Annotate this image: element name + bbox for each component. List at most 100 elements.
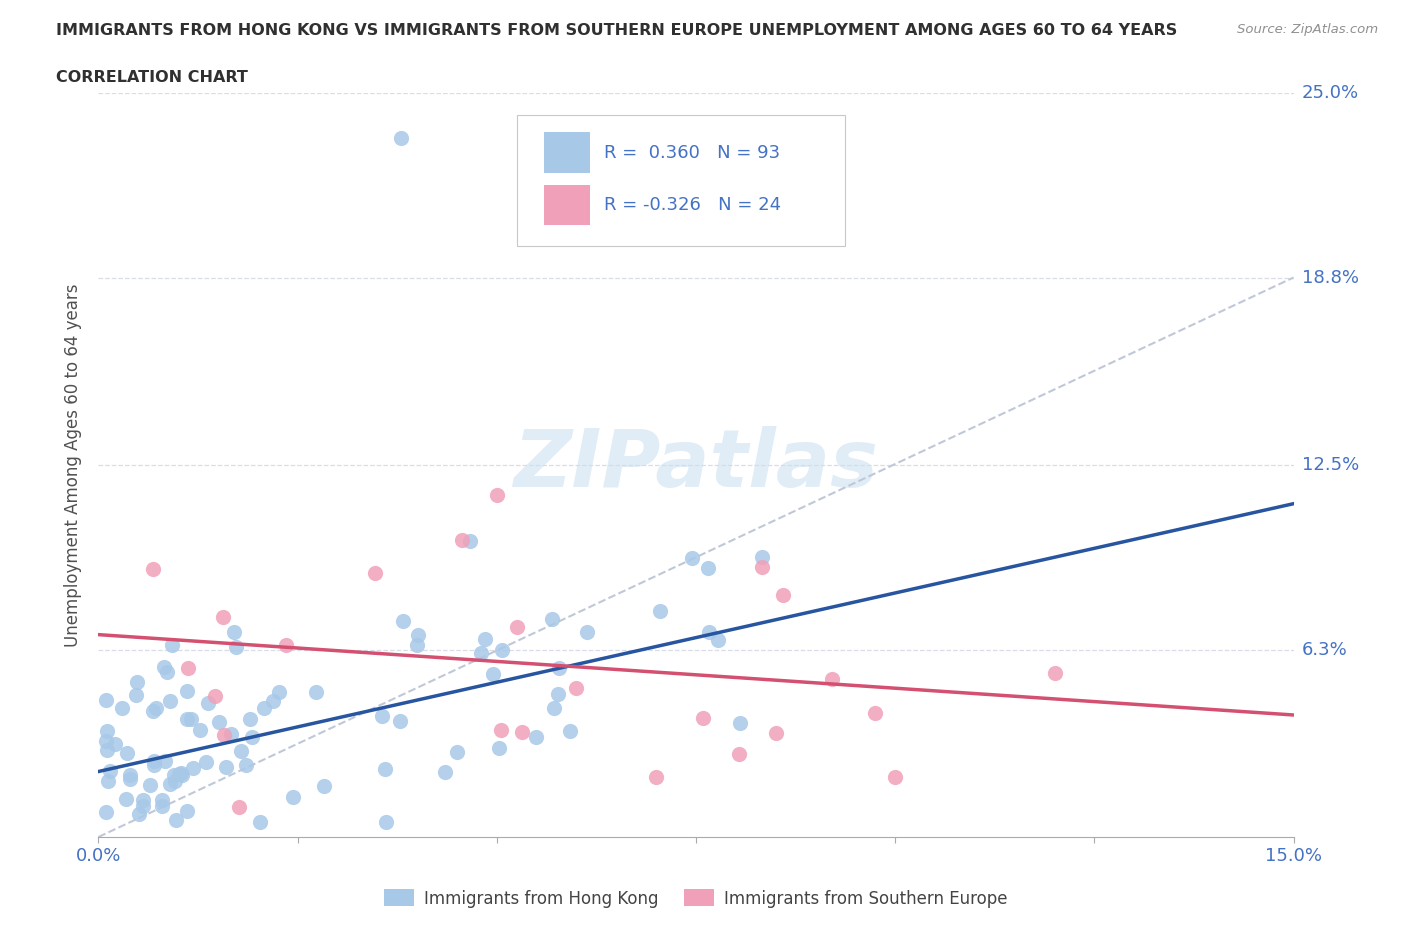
Point	[235, 758, 257, 773]
Point	[229, 743, 252, 758]
Point	[97, 773, 120, 788]
Point	[269, 684, 291, 699]
Point	[512, 724, 534, 739]
Point	[253, 700, 276, 715]
Point	[884, 770, 907, 785]
Point	[765, 725, 787, 740]
Bar	[544, 184, 589, 225]
Point	[305, 684, 328, 699]
Point	[648, 604, 671, 618]
Point	[118, 767, 141, 782]
Point	[96, 742, 118, 757]
Text: 18.8%: 18.8%	[1302, 269, 1358, 286]
Point	[821, 671, 844, 686]
Point	[547, 660, 569, 675]
Point	[176, 804, 198, 819]
Point	[312, 778, 335, 793]
Point	[131, 793, 153, 808]
Point	[727, 746, 749, 761]
Text: R = -0.326   N = 24: R = -0.326 N = 24	[605, 195, 782, 214]
Text: 12.5%: 12.5%	[1302, 456, 1360, 474]
Point	[156, 664, 179, 679]
Point	[111, 700, 134, 715]
Point	[228, 800, 250, 815]
Point	[558, 724, 581, 738]
Point	[547, 687, 569, 702]
Point	[197, 696, 219, 711]
Point	[450, 533, 472, 548]
Point	[565, 681, 588, 696]
Point	[142, 703, 165, 718]
Point	[540, 611, 562, 626]
Point	[699, 624, 721, 639]
Point	[728, 716, 751, 731]
Point	[239, 711, 262, 726]
Y-axis label: Unemployment Among Ages 60 to 64 years: Unemployment Among Ages 60 to 64 years	[65, 284, 83, 646]
Text: 6.3%: 6.3%	[1302, 641, 1347, 658]
Point	[183, 761, 205, 776]
Text: 25.0%: 25.0%	[1302, 84, 1360, 102]
Point	[159, 694, 181, 709]
Point	[176, 711, 198, 726]
Point	[645, 770, 668, 785]
Point	[125, 688, 148, 703]
Text: ZIPatlas: ZIPatlas	[513, 426, 879, 504]
Point	[115, 746, 138, 761]
Point	[165, 813, 187, 828]
Point	[152, 792, 174, 807]
Point	[707, 632, 730, 647]
Point	[576, 625, 599, 640]
Point	[751, 550, 773, 565]
Point	[219, 726, 242, 741]
Text: CORRELATION CHART: CORRELATION CHART	[56, 70, 247, 85]
Point	[145, 700, 167, 715]
Point	[98, 764, 121, 778]
Point	[208, 714, 231, 729]
Point	[163, 774, 186, 789]
Text: Source: ZipAtlas.com: Source: ZipAtlas.com	[1237, 23, 1378, 36]
Point	[485, 487, 508, 502]
Point	[96, 693, 118, 708]
Point	[543, 701, 565, 716]
Point	[364, 565, 387, 580]
Point	[692, 711, 714, 725]
Point	[274, 638, 297, 653]
Point	[212, 609, 235, 624]
Point	[389, 713, 412, 728]
Point	[458, 534, 481, 549]
Point	[132, 799, 155, 814]
Point	[159, 777, 181, 791]
Point	[434, 764, 457, 779]
Point	[167, 767, 190, 782]
Point	[865, 705, 887, 720]
Point	[177, 661, 200, 676]
Point	[170, 765, 193, 780]
Point	[281, 790, 304, 804]
Point	[225, 640, 247, 655]
Point	[153, 659, 176, 674]
Point	[374, 815, 396, 830]
Point	[681, 551, 703, 565]
Point	[143, 758, 166, 773]
Point	[262, 693, 284, 708]
Point	[491, 643, 513, 658]
Point	[405, 637, 427, 652]
Point	[772, 588, 794, 603]
Point	[751, 560, 773, 575]
Point	[120, 772, 142, 787]
FancyBboxPatch shape	[517, 115, 845, 246]
Point	[104, 737, 127, 751]
Point	[188, 723, 211, 737]
Point	[96, 805, 118, 820]
Text: R =  0.360   N = 93: R = 0.360 N = 93	[605, 143, 780, 162]
Point	[488, 740, 510, 755]
Point	[1043, 666, 1066, 681]
Point	[470, 645, 492, 660]
Point	[204, 689, 226, 704]
Point	[139, 777, 162, 792]
Point	[224, 625, 246, 640]
Point	[150, 799, 173, 814]
Point	[505, 620, 527, 635]
Point	[446, 745, 468, 760]
Point	[481, 667, 503, 682]
